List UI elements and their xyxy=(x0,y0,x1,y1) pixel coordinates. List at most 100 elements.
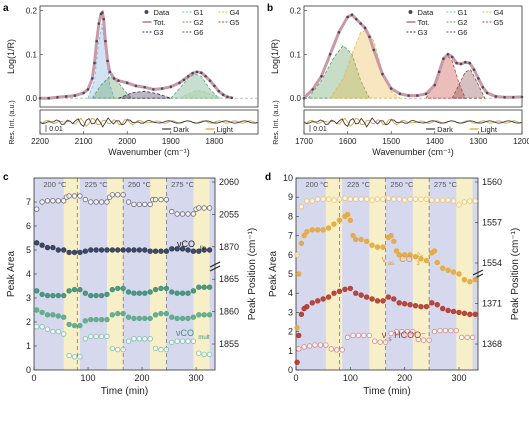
data-point xyxy=(445,307,451,314)
residual-scale-label: 0.01 xyxy=(49,126,63,133)
data-point xyxy=(115,285,121,292)
legend-label: Data xyxy=(417,8,434,17)
x-tick-label: 100 xyxy=(343,373,358,383)
data-point xyxy=(152,248,159,254)
legend-label: G2 xyxy=(193,18,203,27)
data-point xyxy=(44,244,51,251)
data-point xyxy=(109,192,116,198)
data-point xyxy=(55,328,62,335)
data-point xyxy=(169,246,175,252)
data-point xyxy=(374,196,381,202)
data-point xyxy=(201,351,207,358)
data-point xyxy=(358,196,364,202)
data-point xyxy=(315,227,321,233)
data-point xyxy=(401,301,408,307)
data-point xyxy=(88,316,94,323)
data-point xyxy=(185,315,191,322)
data-point xyxy=(485,91,489,95)
data-point xyxy=(344,334,351,341)
legend-label: Light xyxy=(481,125,498,134)
data-point xyxy=(213,84,216,88)
data-point xyxy=(91,77,94,80)
light-period-band xyxy=(456,178,473,370)
data-point xyxy=(389,87,393,90)
data-point xyxy=(391,196,397,202)
data-point xyxy=(115,192,121,198)
annotation-co3-text: CO xyxy=(399,254,413,264)
data-point xyxy=(158,196,164,203)
data-point xyxy=(77,286,83,293)
y-right-tick-label: 1860 xyxy=(219,307,239,317)
data-point xyxy=(503,96,506,99)
y-tick-label: 3 xyxy=(288,307,293,317)
data-point xyxy=(459,334,465,341)
data-point xyxy=(455,61,458,65)
y-tick-label: 2 xyxy=(288,327,293,337)
data-point xyxy=(461,199,468,205)
residual-axis-label: Res. Int. (a.u.) xyxy=(9,100,16,144)
data-point xyxy=(163,310,170,317)
temperature-label: 275 °C xyxy=(171,180,195,189)
residual-dark-line xyxy=(39,117,259,128)
data-point xyxy=(34,307,40,313)
data-point xyxy=(158,285,164,292)
data-point xyxy=(424,92,428,96)
data-point xyxy=(382,339,389,345)
data-point xyxy=(380,298,386,304)
data-point xyxy=(147,336,153,342)
data-point xyxy=(468,61,471,65)
data-point xyxy=(56,96,59,99)
data-point xyxy=(336,288,343,294)
data-point xyxy=(412,302,419,309)
data-point xyxy=(163,346,170,353)
data-point xyxy=(298,204,305,210)
data-point xyxy=(201,205,207,211)
y-right-tick-label: 1560 xyxy=(482,177,502,187)
data-point xyxy=(469,334,476,341)
x-tick-label: 200 xyxy=(397,373,412,383)
data-point xyxy=(415,336,421,342)
data-point xyxy=(39,242,45,248)
data-point xyxy=(347,217,354,223)
data-point xyxy=(407,94,410,97)
data-point xyxy=(174,246,180,252)
annotation-hcoo-text: HCOO⁻ xyxy=(394,330,426,340)
data-point xyxy=(368,35,371,39)
data-point xyxy=(206,312,213,318)
data-point xyxy=(363,294,370,300)
data-point xyxy=(446,53,450,56)
y-tick-label: 0.0 xyxy=(290,94,302,103)
data-point xyxy=(120,247,126,253)
data-point xyxy=(136,315,143,322)
data-point xyxy=(185,211,191,217)
panel-label-b: b xyxy=(267,3,273,14)
annotation-vco-mult: νCO xyxy=(176,328,194,338)
data-point xyxy=(190,248,197,254)
data-point xyxy=(431,248,438,254)
data-point xyxy=(298,311,305,318)
data-point xyxy=(50,244,56,251)
data-point xyxy=(178,81,181,85)
data-point xyxy=(39,291,45,298)
data-point xyxy=(334,347,340,353)
data-point xyxy=(93,199,99,205)
data-point xyxy=(450,198,457,204)
x-tick-label: 1800 xyxy=(206,137,224,146)
data-point xyxy=(429,300,435,306)
data-point xyxy=(163,196,170,203)
data-point xyxy=(39,324,45,330)
data-point xyxy=(369,197,375,203)
data-point xyxy=(66,321,72,328)
data-point xyxy=(358,292,364,298)
data-point xyxy=(104,39,107,43)
data-point xyxy=(359,22,362,25)
data-point xyxy=(206,284,213,290)
data-point xyxy=(196,248,202,254)
data-point xyxy=(355,332,362,339)
data-point xyxy=(39,199,45,205)
data-point xyxy=(44,198,51,204)
data-point xyxy=(201,247,207,253)
y-right-tick-label: 1368 xyxy=(482,339,502,349)
y-right-tick-label: 2055 xyxy=(219,209,239,219)
y-tick-label: 0.2 xyxy=(290,6,302,15)
